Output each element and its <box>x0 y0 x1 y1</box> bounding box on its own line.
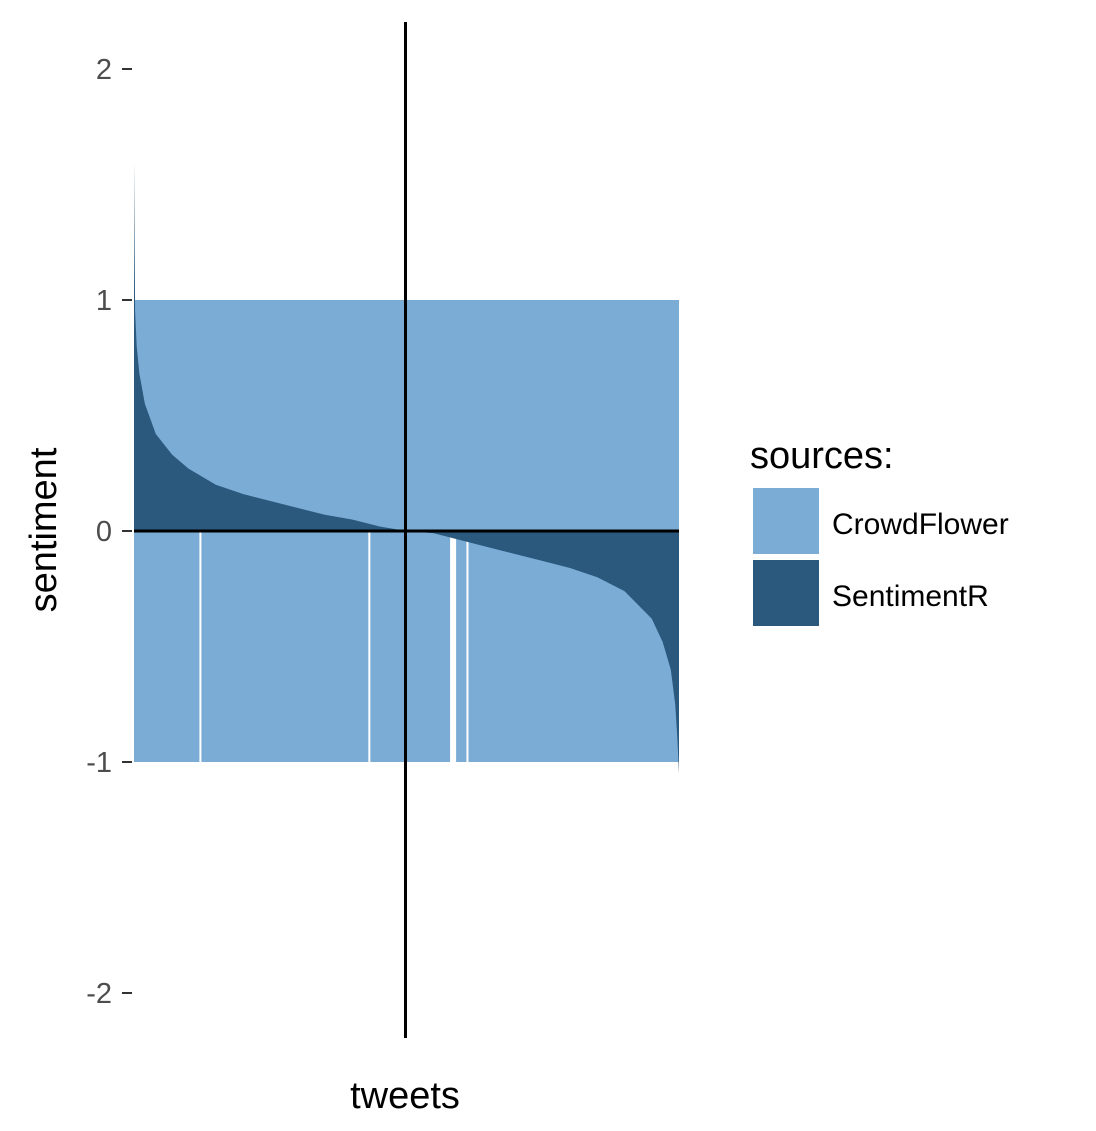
crowdflower-gap <box>466 531 469 762</box>
y-tick-label: 2 <box>96 54 112 86</box>
y-tick-label: -2 <box>86 978 112 1010</box>
legend-label-crowdflower: CrowdFlower <box>832 508 1009 541</box>
y-tick-label: -1 <box>86 747 112 779</box>
crowdflower-gap <box>450 531 457 762</box>
y-tick-label: 0 <box>96 516 112 548</box>
x-axis-title: tweets <box>350 1075 460 1117</box>
y-axis: 2 1 0 -1 -2 <box>86 54 132 1010</box>
plot-area <box>134 22 679 1038</box>
legend-label-sentimentr: SentimentR <box>832 580 989 613</box>
legend-key-sentimentr <box>753 560 819 626</box>
y-axis-title: sentiment <box>23 447 65 612</box>
legend-key-crowdflower <box>753 488 819 554</box>
crowdflower-gap <box>199 531 202 762</box>
y-tick-label: 1 <box>96 285 112 317</box>
legend-title: sources: <box>750 435 894 477</box>
legend: sources: CrowdFlower SentimentR <box>750 435 1009 626</box>
crowdflower-gap <box>368 531 371 762</box>
